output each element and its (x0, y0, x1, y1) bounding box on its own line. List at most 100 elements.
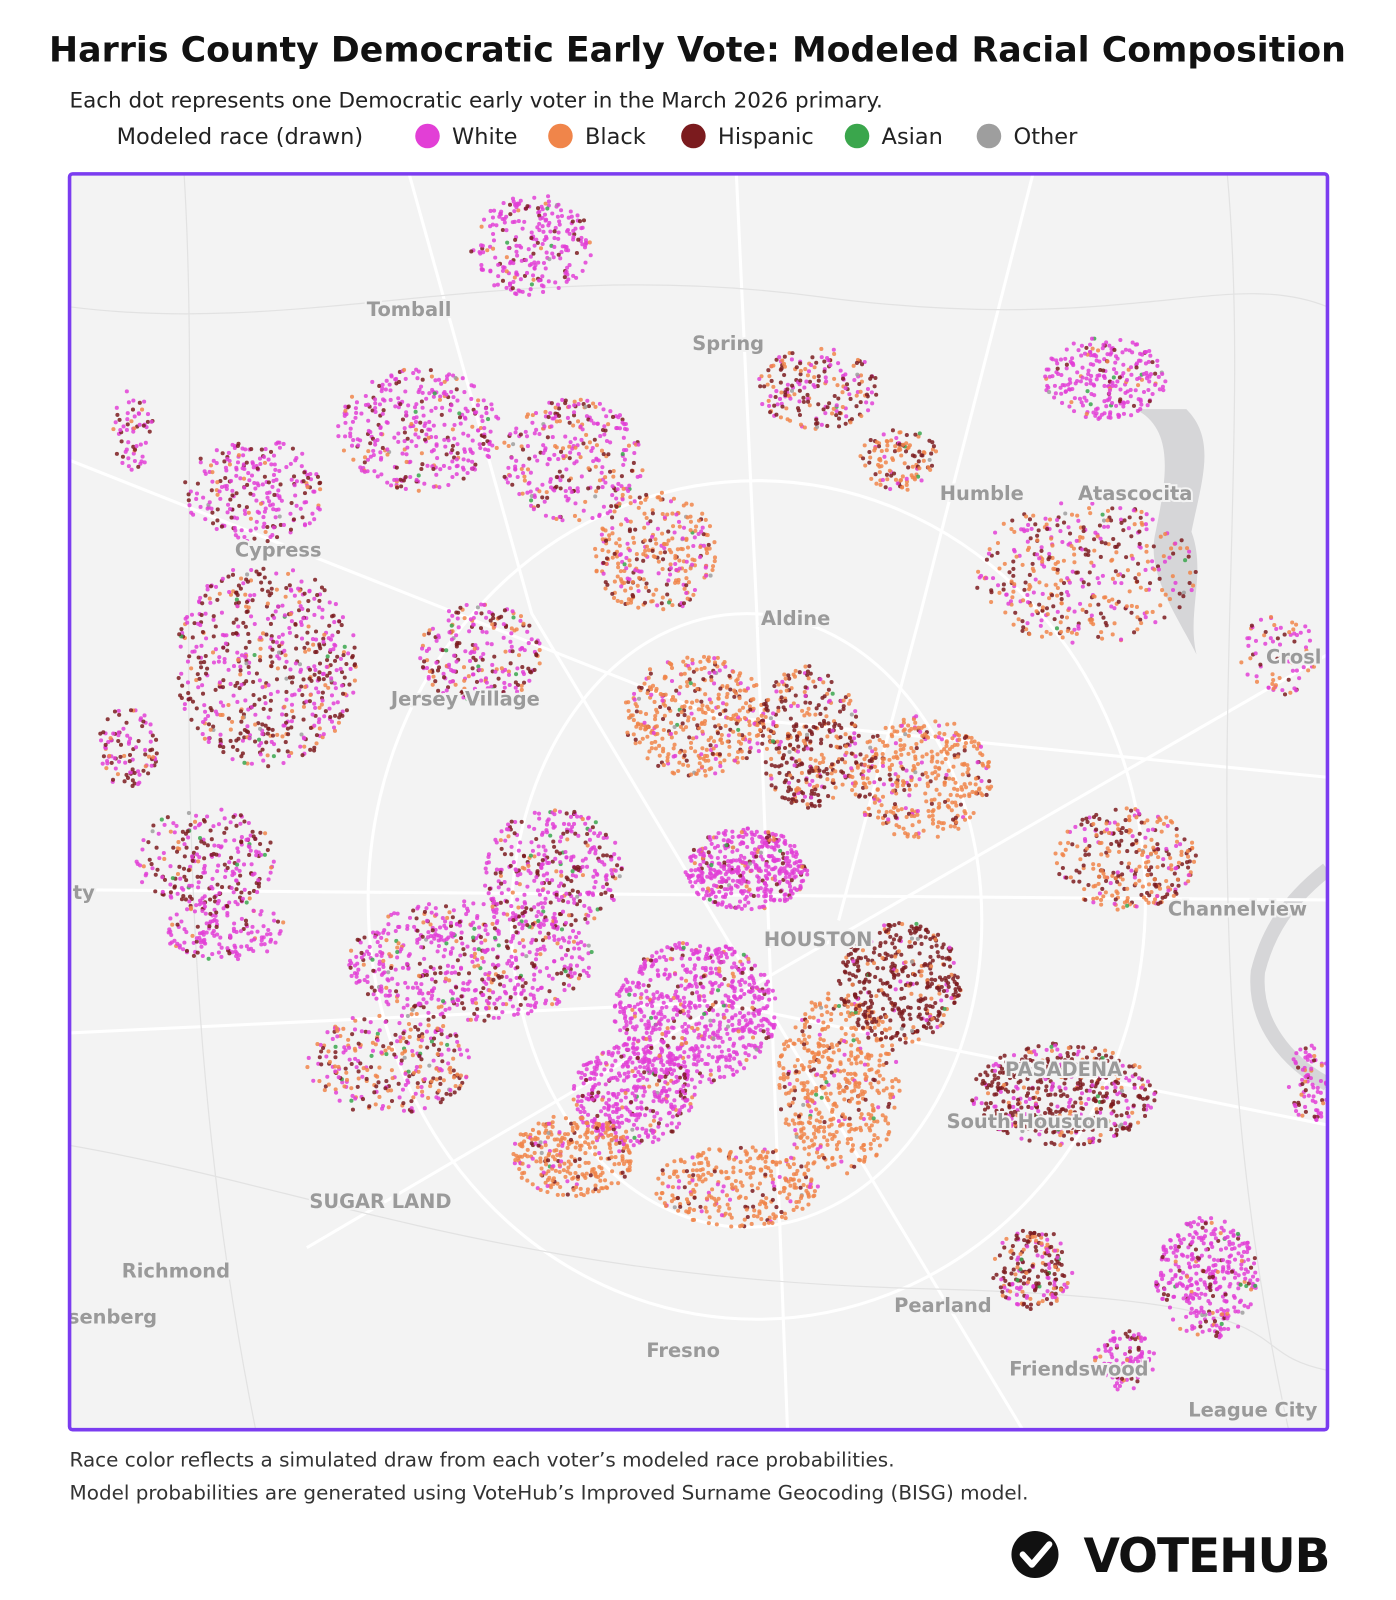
voter-dot (249, 761, 254, 766)
voter-dot (228, 935, 233, 940)
voter-dot (207, 924, 212, 929)
voter-dot (188, 907, 193, 912)
voter-dot (260, 685, 265, 690)
voter-dot (693, 528, 698, 533)
voter-dot (958, 802, 963, 807)
voter-dot (336, 720, 341, 725)
voter-dot (340, 691, 346, 696)
voter-dot (778, 380, 783, 385)
voter-dot (208, 911, 213, 916)
voter-dot (291, 474, 297, 479)
voter-dot (602, 424, 607, 429)
voter-dot (273, 467, 278, 472)
voter-dot (293, 493, 298, 498)
voter-dot (789, 756, 794, 761)
voter-dot (636, 442, 641, 447)
voter-dot (237, 953, 242, 958)
voter-dot (239, 890, 244, 895)
voter-dot (489, 407, 495, 412)
voter-dot (628, 586, 633, 591)
voter-dot (546, 279, 551, 284)
voter-dot (506, 443, 511, 449)
voter-dot (736, 727, 741, 732)
voter-dot (761, 904, 766, 909)
voter-dot (717, 861, 722, 866)
voter-dot (467, 658, 473, 664)
voter-dot (889, 732, 894, 737)
voter-dot (433, 378, 438, 383)
voter-dot (434, 660, 439, 665)
voter-dot (834, 403, 839, 408)
voter-dot (819, 355, 824, 360)
voter-dot (586, 486, 591, 491)
voter-dot (930, 821, 936, 826)
voter-dot (794, 365, 799, 370)
voter-dot (536, 811, 542, 816)
voter-dot (499, 666, 504, 671)
voter-dot (642, 720, 647, 725)
voter-dot (572, 946, 577, 951)
voter-dot (738, 681, 743, 686)
voter-dot (692, 535, 697, 540)
voter-dot (617, 874, 622, 879)
voter-dot (287, 583, 292, 588)
voter-dot (483, 406, 488, 411)
voter-dot (472, 646, 477, 651)
voter-dot (243, 645, 248, 650)
voter-dot (556, 457, 561, 462)
voter-dot (190, 858, 195, 863)
voter-dot (271, 911, 276, 916)
voter-dot (338, 656, 344, 661)
voter-dot (552, 488, 557, 493)
voter-dot (258, 830, 263, 835)
voter-dot (429, 408, 434, 413)
voter-dot (180, 683, 185, 688)
voter-dot (964, 734, 969, 739)
voter-dot (299, 636, 305, 641)
voter-dot (258, 461, 263, 467)
voter-dot (866, 806, 871, 811)
voter-dot (969, 735, 974, 741)
voter-dot (215, 869, 220, 874)
voter-dot (522, 478, 527, 483)
voter-dot (534, 427, 539, 432)
voter-dot (875, 769, 880, 774)
voter-dot (488, 244, 493, 249)
voter-dot (444, 374, 450, 379)
voter-dot (548, 833, 553, 838)
voter-dot (558, 486, 563, 491)
voter-dot (802, 794, 808, 799)
voter-dot (916, 725, 921, 730)
voter-dot (758, 854, 764, 859)
voter-dot (741, 877, 746, 882)
voter-dot (848, 420, 853, 425)
voter-dot (619, 867, 624, 872)
voter-dot (536, 902, 541, 907)
voter-dot (778, 889, 783, 894)
voter-dot (250, 829, 255, 834)
voter-dot (791, 746, 796, 751)
voter-dot (818, 774, 823, 779)
voter-dot (518, 432, 523, 437)
voter-dot (527, 824, 532, 829)
voter-dot (530, 985, 535, 990)
voter-dot (807, 728, 812, 733)
voter-dot (266, 457, 271, 462)
voter-dot (660, 531, 665, 536)
voter-dot (266, 927, 271, 933)
voter-dot (168, 882, 173, 887)
voter-dot (869, 765, 874, 770)
voter-dot (731, 858, 736, 863)
voter-dot (514, 672, 519, 677)
voter-dot (354, 980, 359, 985)
voter-dot (563, 398, 568, 403)
voter-dot (684, 583, 689, 588)
voter-dot (413, 432, 418, 437)
voter-dot (324, 664, 329, 669)
voter-dot (840, 782, 845, 787)
voter-dot (639, 569, 644, 574)
voter-dot (261, 566, 266, 571)
voter-dot (251, 908, 256, 913)
voter-dot (513, 867, 518, 872)
voter-dot (407, 915, 413, 920)
